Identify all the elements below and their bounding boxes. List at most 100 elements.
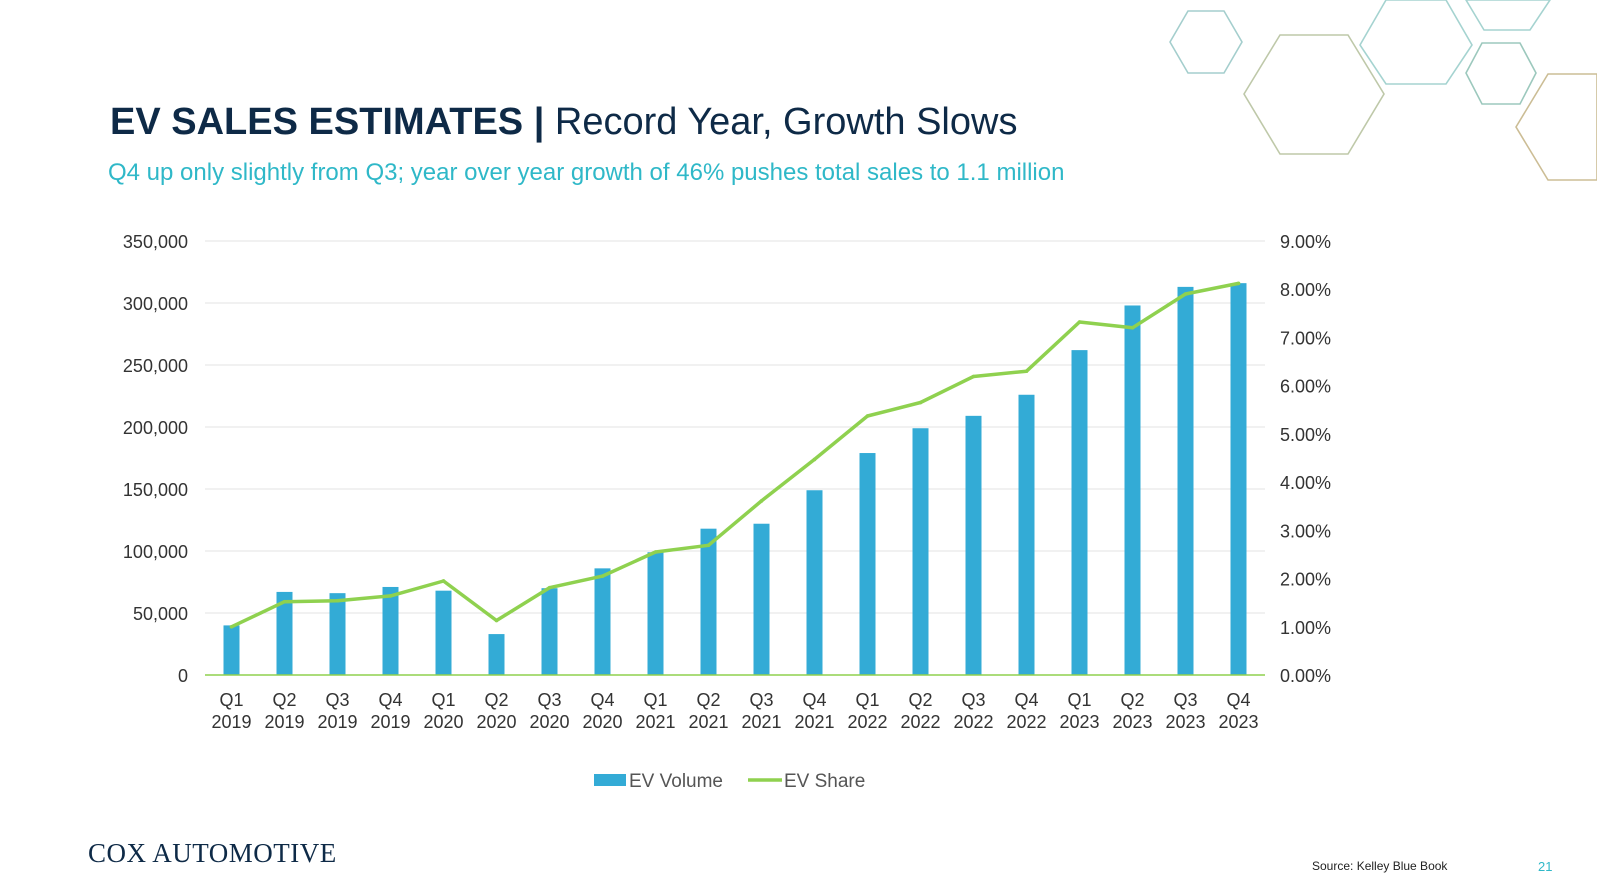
- hexagon-shape: [1169, 10, 1243, 74]
- ev-share-point: [759, 499, 764, 503]
- x-tick-label: Q1: [643, 690, 667, 710]
- bar: [382, 586, 399, 675]
- bar: [700, 528, 717, 675]
- ev-share-point: [653, 550, 658, 554]
- x-tick-label: Q2: [696, 690, 720, 710]
- bar: [223, 625, 240, 675]
- x-tick-label: Q2: [484, 690, 508, 710]
- y-left-tick-label: 250,000: [123, 356, 188, 376]
- slide-title: EV SALES ESTIMATES | Record Year, Growth…: [110, 100, 1017, 144]
- y-right-tick-label: 3.00%: [1280, 521, 1331, 541]
- x-tick-label: 2020: [529, 712, 569, 732]
- legend-label-ev-share: EV Share: [784, 771, 865, 792]
- slide-title-rest: Record Year, Growth Slows: [544, 101, 1018, 143]
- slide-title-bold: EV SALES ESTIMATES |: [110, 101, 545, 143]
- ev-share-point: [600, 574, 605, 578]
- ev-share-point: [1024, 369, 1029, 374]
- x-tick-label: 2021: [688, 712, 728, 732]
- bar: [647, 552, 664, 675]
- y-left-tick-label: 100,000: [123, 542, 188, 562]
- x-tick-label: Q2: [1120, 690, 1144, 710]
- x-tick-label: 2020: [582, 712, 622, 732]
- ev-share-point: [812, 457, 817, 462]
- x-tick-label: Q4: [802, 690, 826, 710]
- bar: [1177, 286, 1194, 675]
- x-tick-label: Q3: [325, 690, 349, 710]
- y-right-tick-label: 4.00%: [1280, 473, 1331, 493]
- bar: [1071, 350, 1088, 675]
- x-tick-label: Q1: [1067, 690, 1091, 710]
- y-left-tick-label: 200,000: [123, 418, 188, 438]
- legend-label-ev-volume: EV Volume: [629, 771, 723, 792]
- ev-share-point: [971, 374, 976, 379]
- bar: [912, 428, 929, 675]
- bar: [329, 593, 346, 675]
- bar: [1018, 394, 1035, 675]
- hexagon-shape: [1465, 0, 1551, 31]
- x-tick-label: 2019: [211, 712, 251, 732]
- y-left-tick-label: 300,000: [123, 294, 188, 314]
- x-tick-label: Q1: [219, 690, 243, 710]
- ev-share-point: [865, 414, 870, 418]
- ev-share-point: [706, 543, 711, 548]
- ev-share-point: [918, 400, 923, 405]
- ev-share-point: [441, 579, 446, 583]
- y-right-tick-label: 8.00%: [1280, 280, 1331, 300]
- x-tick-label: 2021: [741, 712, 781, 732]
- bar: [488, 634, 505, 675]
- x-tick-label: 2023: [1165, 712, 1205, 732]
- bar: [859, 453, 876, 675]
- x-tick-label: 2022: [847, 712, 887, 732]
- x-tick-label: Q4: [1014, 690, 1038, 710]
- x-tick-label: Q3: [749, 690, 773, 710]
- bar: [806, 490, 823, 675]
- y-right-tick-label: 5.00%: [1280, 425, 1331, 445]
- ev-share-point: [388, 594, 393, 598]
- ev-share-point: [335, 598, 340, 603]
- x-tick-label: 2022: [1006, 712, 1046, 732]
- ev-share-point: [494, 618, 499, 623]
- cox-automotive-logo: COX AUTOMOTIVE: [88, 838, 337, 868]
- x-tick-label: 2019: [317, 712, 357, 732]
- bar: [965, 415, 982, 675]
- hexagon-shape: [1465, 42, 1537, 105]
- x-tick-label: 2022: [900, 712, 940, 732]
- hexagon-shape: [1515, 73, 1597, 181]
- y-right-tick-label: 6.00%: [1280, 377, 1331, 397]
- x-tick-label: 2020: [476, 712, 516, 732]
- bar: [753, 523, 770, 675]
- ev-share-point: [1236, 281, 1241, 286]
- x-tick-label: Q3: [1173, 690, 1197, 710]
- ev-share-point: [1077, 320, 1082, 324]
- x-tick-label: 2019: [370, 712, 410, 732]
- page-number: 21: [1538, 859, 1553, 874]
- legend-swatch-ev-volume: [594, 774, 626, 786]
- source-note: Source: Kelley Blue Book: [1312, 859, 1448, 873]
- y-right-tick-label: 0.00%: [1280, 666, 1331, 686]
- bar: [276, 591, 293, 675]
- x-tick-label: Q1: [855, 690, 879, 710]
- ev-share-line: [229, 281, 1241, 629]
- hexagon-shape: [1359, 0, 1473, 85]
- x-tick-label: Q4: [590, 690, 614, 710]
- y-left-tick-label: 50,000: [133, 604, 188, 624]
- ev-share-point: [1130, 326, 1135, 330]
- bar: [435, 590, 452, 675]
- bar: [541, 588, 558, 675]
- x-tick-label: 2020: [423, 712, 463, 732]
- x-tick-label: Q2: [908, 690, 932, 710]
- x-tick-label: 2021: [635, 712, 675, 732]
- x-tick-label: 2022: [953, 712, 993, 732]
- ev-share-point: [282, 599, 287, 604]
- hexagon-shape: [1243, 34, 1385, 155]
- x-tick-label: Q2: [272, 690, 296, 710]
- x-tick-label: Q3: [961, 690, 985, 710]
- x-tick-label: Q1: [431, 690, 455, 710]
- x-tick-label: Q4: [1226, 690, 1250, 710]
- y-left-tick-label: 0: [178, 666, 188, 686]
- y-left-tick-label: 150,000: [123, 480, 188, 500]
- y-right-tick-label: 7.00%: [1280, 328, 1331, 348]
- bar: [1124, 305, 1141, 675]
- x-tick-label: 2023: [1218, 712, 1258, 732]
